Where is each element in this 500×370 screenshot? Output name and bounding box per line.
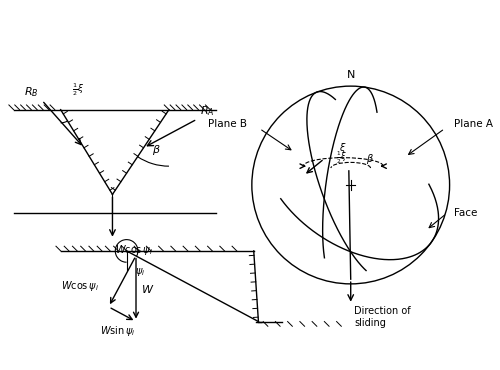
Text: $R_A$: $R_A$ bbox=[200, 104, 214, 118]
Text: N: N bbox=[346, 70, 355, 80]
Text: $R_B$: $R_B$ bbox=[24, 85, 39, 99]
Text: $\frac{1}{2}\xi$: $\frac{1}{2}\xi$ bbox=[72, 82, 84, 98]
Text: $W\cos\psi_i$: $W\cos\psi_i$ bbox=[116, 243, 153, 258]
Text: $\beta$: $\beta$ bbox=[152, 143, 161, 157]
Text: $W\cos\psi_i$: $W\cos\psi_i$ bbox=[61, 279, 99, 293]
Text: Face: Face bbox=[454, 208, 477, 218]
Text: $\beta$: $\beta$ bbox=[366, 152, 374, 166]
Text: $W\sin\psi_i$: $W\sin\psi_i$ bbox=[100, 324, 136, 339]
Text: $W$: $W$ bbox=[140, 283, 154, 295]
Text: $\psi_i$: $\psi_i$ bbox=[135, 266, 145, 278]
Text: $\frac{1}{2}\xi$: $\frac{1}{2}\xi$ bbox=[336, 150, 347, 166]
Text: Direction of
sliding: Direction of sliding bbox=[354, 306, 411, 328]
Text: Plane A: Plane A bbox=[454, 119, 494, 129]
Text: $\xi$: $\xi$ bbox=[340, 141, 347, 155]
Text: Plane B: Plane B bbox=[208, 119, 247, 129]
